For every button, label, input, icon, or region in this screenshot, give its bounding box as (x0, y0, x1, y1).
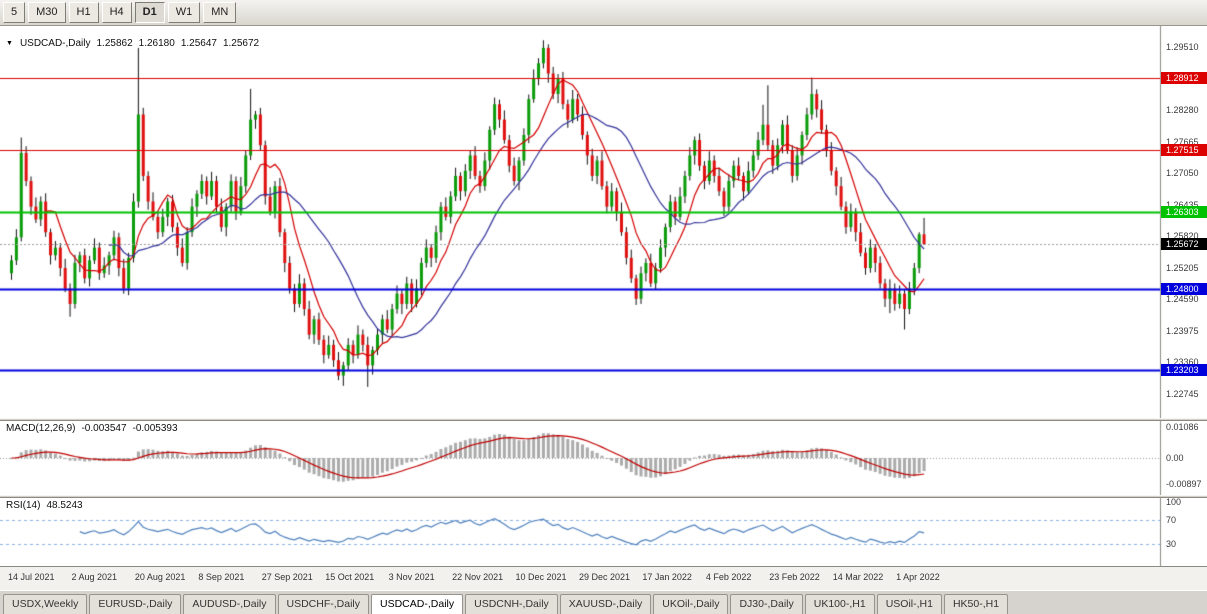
panel-separator[interactable] (0, 495, 1207, 498)
price-tick: 1.22745 (1166, 388, 1199, 399)
price-level-badge: 1.23203 (1161, 364, 1207, 377)
macd-header: MACD(12,26,9) -0.003547 -0.005393 (6, 423, 178, 434)
price-axis[interactable]: 1.29510 1.28280 1.27665 1.27050 1.26435 1.258… (1161, 26, 1207, 566)
timeframe-toolbar: 5 M30 H1 H4 D1 W1 MN (0, 0, 1207, 26)
date-axis[interactable]: 14 Jul 2021 2 Aug 2021 20 Aug 2021 8 Sep 20… (0, 566, 1207, 590)
ohlc-low: 1.25647 (180, 38, 217, 49)
date-label: 29 Dec 2021 (578, 572, 630, 582)
macd-signal-value: -0.005393 (132, 423, 178, 434)
timeframe-button-w1[interactable]: W1 (167, 2, 201, 23)
date-label: 17 Jan 2022 (642, 572, 692, 582)
rsi-axis-tick: 70 (1166, 515, 1177, 525)
timeframe-button-h1[interactable]: H1 (68, 2, 99, 23)
price-tick: 1.25205 (1166, 262, 1199, 273)
price-tick: 1.24590 (1166, 294, 1199, 305)
chart-tab-usdx-weekly[interactable]: USDX,Weekly (3, 594, 88, 614)
price-tick: 1.27665 (1166, 136, 1199, 147)
timeframe-button-mn[interactable]: MN (203, 2, 237, 23)
chart-marker-icon[interactable]: ▼ (6, 40, 13, 47)
chart-area: ▼ USDCAD-,Daily 1.25862 1.26180 1.25647 … (0, 26, 1207, 590)
ohlc-high: 1.26180 (138, 38, 175, 49)
timeframe-button-5[interactable]: 5 (3, 2, 26, 23)
price-level-badge: 1.27515 (1161, 143, 1207, 156)
macd-axis-tick: 0.01086 (1166, 421, 1199, 432)
chart-tabbar: USDX,Weekly EURUSD-,Daily AUDUSD-,Daily USD… (0, 590, 1207, 614)
ohlc-close: 1.25672 (222, 38, 260, 49)
chart-tab-usdcnh-daily[interactable]: USDCNH-,Daily (465, 594, 558, 614)
chart-header: ▼ USDCAD-,Daily 1.25862 1.26180 1.25647 … (6, 38, 259, 49)
chart-tab-uk100-h1[interactable]: UK100-,H1 (804, 594, 875, 614)
timeframe-button-d1[interactable]: D1 (134, 2, 165, 23)
chart-tab-usdchf-daily[interactable]: USDCHF-,Daily (277, 594, 370, 614)
macd-axis-tick: -0.00897 (1166, 478, 1202, 489)
date-label: 15 Oct 2021 (325, 572, 375, 582)
date-label: 4 Feb 2022 (705, 572, 752, 582)
timeframe-button-h4[interactable]: H4 (101, 2, 132, 23)
price-level-badge: 1.28912 (1161, 72, 1207, 85)
price-tick: 1.25820 (1166, 231, 1199, 242)
rsi-value: 48.5243 (46, 500, 83, 511)
date-label: 20 Aug 2021 (134, 572, 186, 582)
price-tick: 1.23360 (1166, 357, 1199, 368)
price-tick: 1.29510 (1166, 42, 1199, 53)
price-tick: 1.28280 (1166, 105, 1199, 116)
chart-tab-usdcad-daily[interactable]: USDCAD-,Daily (371, 594, 464, 614)
rsi-axis-tick: 30 (1166, 539, 1177, 549)
date-label: 1 Apr 2022 (896, 572, 940, 582)
macd-main-value: -0.003547 (81, 423, 127, 434)
rsi-axis-tick: 100 (1166, 497, 1182, 507)
date-label: 14 Mar 2022 (832, 572, 884, 582)
price-tick: 1.27050 (1166, 168, 1199, 179)
rsi-header: RSI(14) 48.5243 (6, 500, 83, 511)
price-tick: 1.23975 (1166, 325, 1199, 336)
date-label: 2 Aug 2021 (71, 572, 117, 582)
macd-axis-tick: 0.00 (1166, 453, 1184, 463)
date-label: 3 Nov 2021 (388, 572, 435, 582)
panel-separator[interactable] (0, 418, 1207, 421)
price-chart-canvas[interactable] (0, 26, 1207, 590)
ohlc-open: 1.25862 (96, 38, 133, 49)
current-price-badge: 1.25672 (1161, 237, 1207, 250)
date-label: 14 Jul 2021 (8, 572, 55, 582)
date-label: 23 Feb 2022 (769, 572, 820, 582)
chart-tab-ukoil-daily[interactable]: UKOil-,Daily (653, 594, 729, 614)
price-level-badge: 1.24800 (1161, 282, 1207, 295)
chart-tab-eurusd-daily[interactable]: EURUSD-,Daily (89, 594, 182, 614)
macd-label: MACD(12,26,9) (6, 423, 76, 434)
date-label: 27 Sep 2021 (261, 572, 313, 582)
chart-tab-dj30-daily[interactable]: DJ30-,Daily (730, 594, 803, 614)
chart-tab-usoil-h1[interactable]: USOil-,H1 (876, 594, 942, 614)
date-label: 22 Nov 2021 (452, 572, 504, 582)
price-level-badge: 1.26303 (1161, 205, 1207, 218)
date-label: 8 Sep 2021 (198, 572, 245, 582)
price-tick: 1.26435 (1166, 200, 1199, 210)
chart-symbol-title: USDCAD-,Daily (19, 38, 91, 49)
rsi-label: RSI(14) (6, 500, 41, 511)
chart-tab-hk50-h1[interactable]: HK50-,H1 (943, 594, 1009, 614)
timeframe-button-m30[interactable]: M30 (28, 2, 66, 23)
chart-tab-xauusd-daily[interactable]: XAUUSD-,Daily (559, 594, 652, 614)
date-label: 10 Dec 2021 (515, 572, 567, 582)
chart-tab-audusd-daily[interactable]: AUDUSD-,Daily (183, 594, 276, 614)
